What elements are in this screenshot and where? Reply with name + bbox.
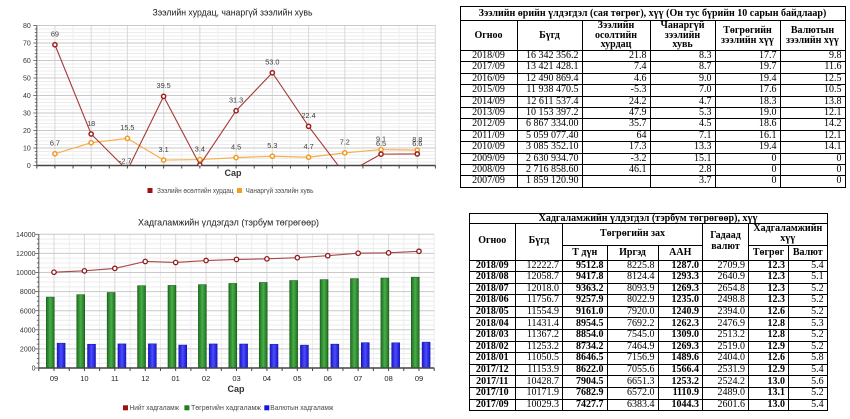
svg-text:4.7: 4.7 [303, 142, 313, 151]
svg-text:0: 0 [32, 366, 36, 373]
svg-text:10: 10 [23, 146, 31, 153]
svg-text:69: 69 [51, 30, 59, 39]
svg-text:70: 70 [23, 41, 31, 48]
svg-text:3.4: 3.4 [195, 144, 205, 153]
svg-text:31.3: 31.3 [229, 96, 243, 105]
svg-text:15.5: 15.5 [120, 123, 134, 132]
svg-text:60: 60 [23, 58, 31, 65]
svg-text:8000: 8000 [20, 289, 36, 296]
svg-text:18: 18 [87, 119, 95, 128]
svg-text:22.4: 22.4 [301, 111, 315, 120]
svg-text:20: 20 [23, 128, 31, 135]
svg-text:07: 07 [354, 374, 362, 383]
svg-text:39.5: 39.5 [157, 81, 171, 90]
svg-text:4000: 4000 [20, 327, 36, 334]
svg-text:Зээлийн өсөлтийн хурдац: Зээлийн өсөлтийн хурдац [157, 186, 234, 195]
svg-text:Валютын хадгаламж: Валютын хадгаламж [270, 403, 333, 412]
svg-text:Сар: Сар [224, 168, 242, 178]
svg-text:06: 06 [324, 374, 332, 383]
svg-text:30: 30 [23, 111, 31, 118]
svg-text:9.1: 9.1 [376, 134, 386, 143]
svg-text:10000: 10000 [16, 270, 36, 277]
svg-text:6.6: 6.6 [412, 139, 422, 148]
svg-text:11: 11 [111, 374, 119, 383]
svg-text:12000: 12000 [16, 251, 36, 258]
svg-text:50: 50 [23, 76, 31, 83]
svg-text:01: 01 [171, 374, 179, 383]
svg-text:14000: 14000 [16, 232, 36, 239]
svg-text:Зээлийн хурдац, чанаргүй зээли: Зээлийн хурдац, чанаргүй зээлийн хувь [153, 8, 313, 19]
svg-text:2000: 2000 [20, 347, 36, 354]
svg-text:0: 0 [27, 163, 31, 170]
svg-text:5.3: 5.3 [267, 141, 277, 150]
svg-text:53.0: 53.0 [265, 58, 279, 67]
svg-text:3.1: 3.1 [159, 145, 169, 154]
svg-text:Хадгаламжийн үлдэгдэл (тэрбум: Хадгаламжийн үлдэгдэл (тэрбум төгрөгөөр) [138, 218, 319, 229]
svg-text:09: 09 [50, 374, 58, 383]
svg-text:Чанаргүй зээлийн хувь: Чанаргүй зээлийн хувь [246, 186, 314, 195]
svg-text:4.5: 4.5 [231, 142, 241, 151]
svg-text:05: 05 [293, 374, 301, 383]
svg-text:04: 04 [263, 374, 271, 383]
svg-text:03: 03 [232, 374, 240, 383]
svg-text:40: 40 [23, 93, 31, 100]
svg-text:8.8: 8.8 [412, 135, 422, 144]
svg-text:-2.7: -2.7 [119, 156, 132, 165]
svg-text:80: 80 [23, 23, 31, 30]
svg-text:10: 10 [80, 374, 88, 383]
svg-text:7.2: 7.2 [340, 138, 350, 147]
svg-text:6000: 6000 [20, 308, 36, 315]
svg-text:6.7: 6.7 [50, 139, 60, 148]
svg-text:6.5: 6.5 [376, 139, 386, 148]
svg-text:Сар: Сар [227, 384, 245, 394]
svg-text:Төгрөгийн хадгаламж: Төгрөгийн хадгаламж [191, 403, 261, 412]
svg-text:02: 02 [202, 374, 210, 383]
svg-text:Нийт хадгаламж: Нийт хадгаламж [130, 403, 180, 412]
svg-text:12: 12 [141, 374, 149, 383]
svg-text:09: 09 [415, 374, 423, 383]
svg-text:08: 08 [384, 374, 392, 383]
